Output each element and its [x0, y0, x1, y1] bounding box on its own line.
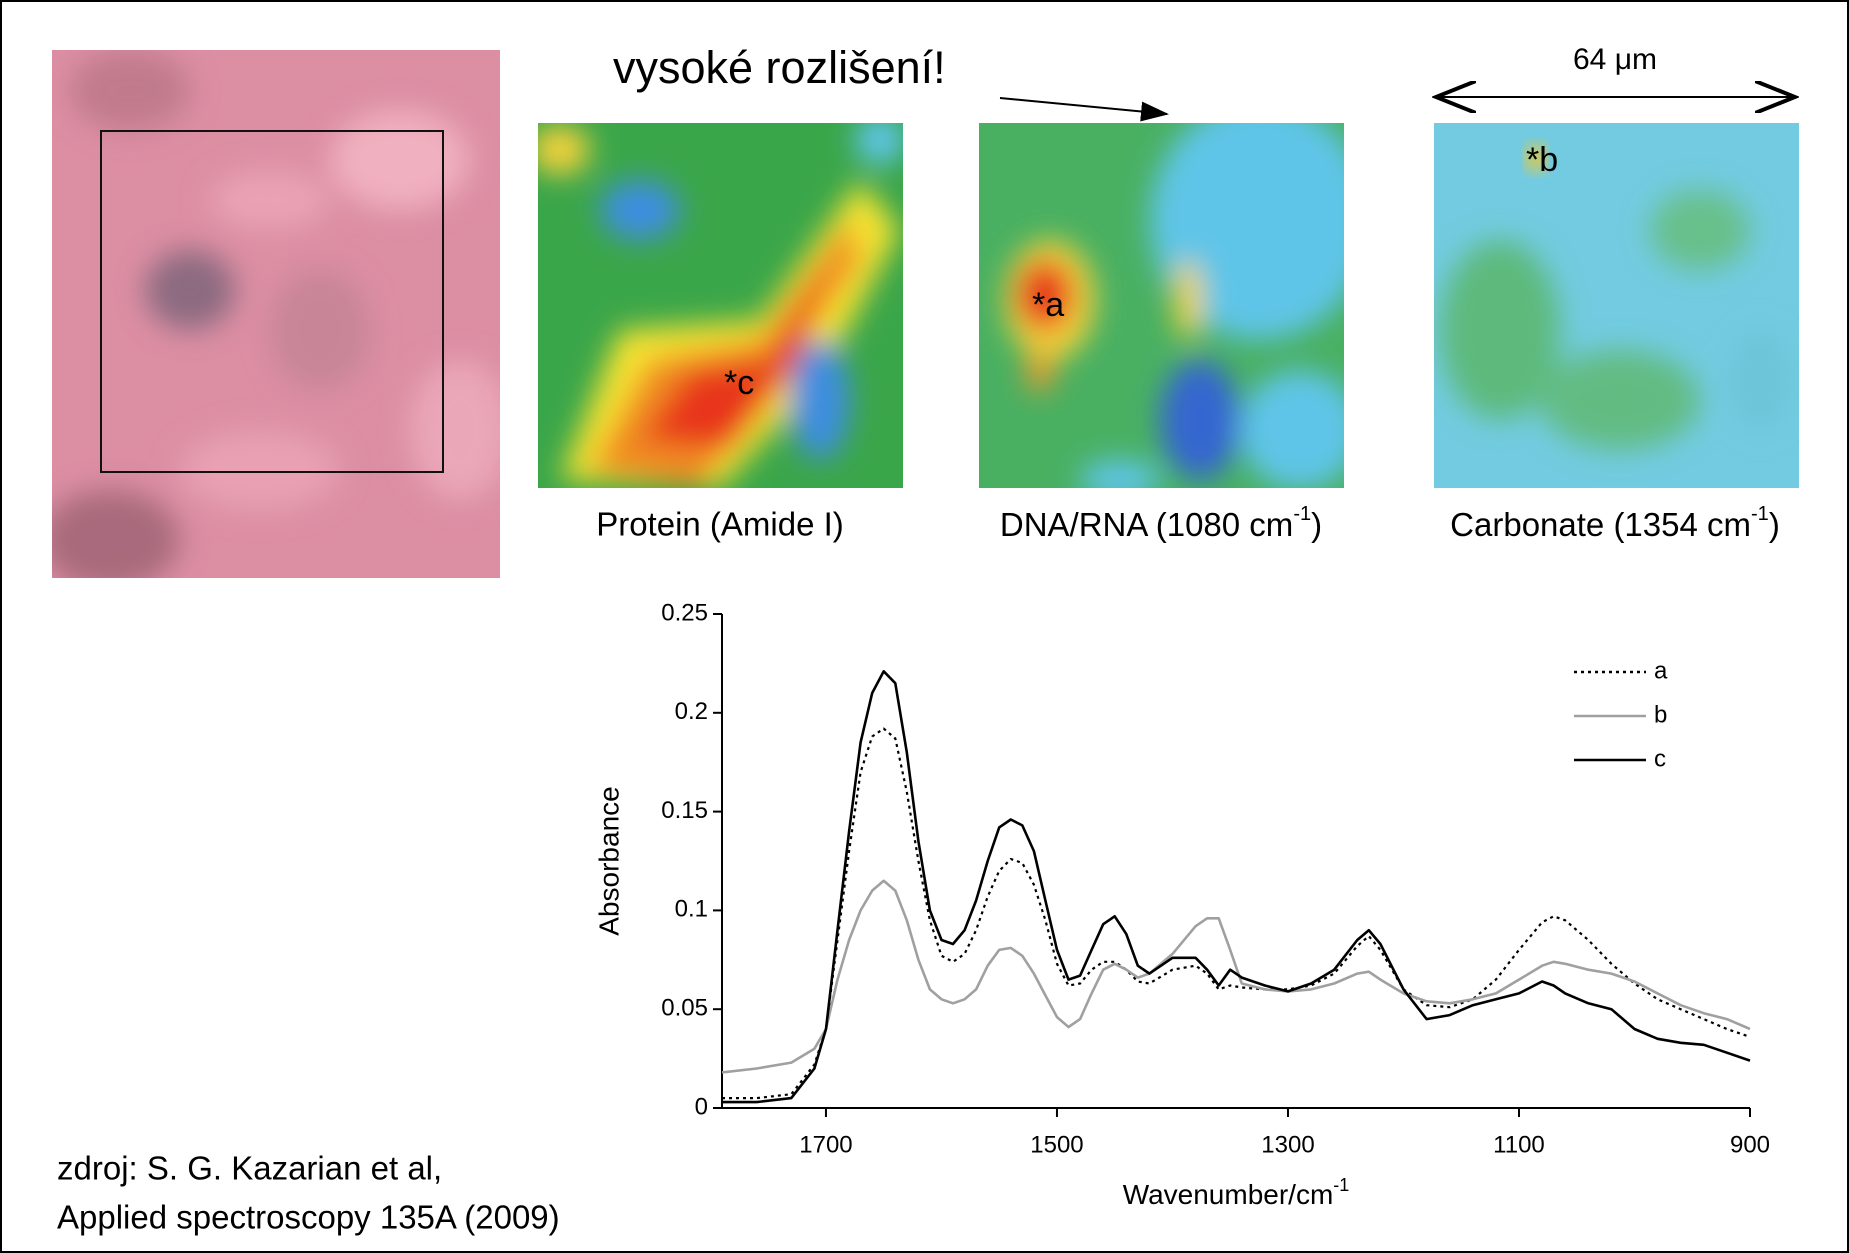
y-tick-label: 0.2	[675, 698, 708, 725]
legend-label: c	[1654, 745, 1666, 772]
series-line	[721, 879, 1751, 1074]
legend-label: a	[1654, 657, 1668, 684]
dna-map: *a	[979, 123, 1344, 488]
x-tick-label: 1700	[799, 1131, 852, 1158]
carbonate-map: *b	[1434, 123, 1799, 488]
caption-text: Carbonate (1354 cm	[1450, 506, 1751, 543]
caption-sup: -1	[1751, 503, 1769, 525]
source-line: zdroj: S. G. Kazarian et al,	[57, 1150, 442, 1187]
x-tick-label: 900	[1730, 1131, 1770, 1158]
series-line	[722, 670, 1751, 1104]
y-tick-label: 0.15	[661, 797, 708, 824]
caption-text: DNA/RNA (1080 cm	[1000, 506, 1293, 543]
map-marker: *c	[724, 364, 754, 402]
caption-sup: -1	[1293, 503, 1311, 525]
caption-end: )	[1769, 506, 1780, 543]
map-caption: DNA/RNA (1080 cm-1)	[1000, 503, 1322, 542]
scale-label: 64 μm	[1573, 43, 1657, 76]
x-label-text: Wavenumber/cm	[1123, 1179, 1334, 1210]
y-axis-label: Absorbance	[593, 786, 624, 935]
map-caption: Protein (Amide I)	[596, 506, 844, 543]
x-axis-label: Wavenumber/cm-1	[1123, 1175, 1350, 1211]
slide-title: vysoké rozlišení!	[613, 42, 946, 93]
map-marker: *a	[1032, 286, 1064, 324]
protein-map: *c	[538, 123, 903, 488]
x-tick-label: 1500	[1030, 1131, 1083, 1158]
micrograph	[52, 50, 500, 578]
y-tick-label: 0.25	[661, 599, 708, 626]
x-label-sup: -1	[1333, 1175, 1349, 1195]
y-tick-label: 0	[695, 1093, 708, 1120]
title-arrow	[999, 97, 1169, 122]
y-tick-label: 0.05	[661, 995, 708, 1022]
spectrum-chart: Absorbance Wavenumber/cm-1 0 0.05 0.1 0.15 0…	[593, 599, 1770, 1210]
y-tick-label: 0.1	[675, 896, 708, 923]
caption-end: )	[1311, 506, 1322, 543]
x-tick-label: 1100	[1493, 1131, 1545, 1158]
map-marker: *b	[1526, 141, 1558, 179]
map-caption: Carbonate (1354 cm-1)	[1450, 503, 1780, 542]
source-line: Applied spectroscopy 135A (2009)	[57, 1199, 560, 1236]
x-tick-label: 1300	[1261, 1131, 1314, 1158]
legend-label: b	[1654, 701, 1667, 728]
